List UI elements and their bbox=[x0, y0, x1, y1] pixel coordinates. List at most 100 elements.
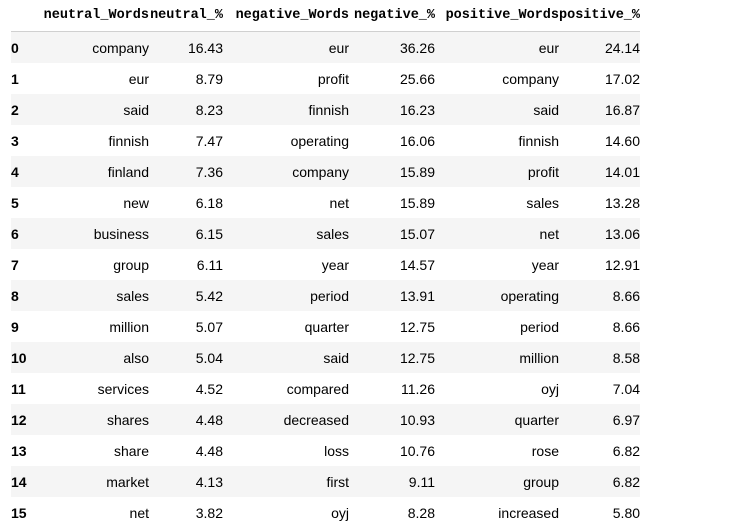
table-row: 6 business 6.15 sales 15.07 net 13.06 bbox=[11, 218, 641, 249]
cell-neutral-word: million bbox=[109, 318, 149, 335]
cell-negative-pct: 16.23 bbox=[399, 101, 435, 118]
row-index: 0 bbox=[11, 39, 19, 56]
cell-negative-pct: 15.07 bbox=[399, 225, 435, 242]
cell-positive-pct: 14.01 bbox=[604, 163, 641, 180]
cell-negative-word: first bbox=[326, 473, 349, 490]
row-index: 13 bbox=[11, 442, 27, 459]
row-index: 10 bbox=[11, 349, 27, 366]
cell-neutral-word: finland bbox=[107, 163, 149, 180]
table-header-row: neutral_Words neutral_% negative_Words n… bbox=[11, 0, 641, 32]
cell-negative-pct: 25.66 bbox=[399, 70, 435, 87]
cell-negative-word: finnish bbox=[308, 101, 349, 118]
cell-neutral-pct: 8.79 bbox=[195, 70, 223, 87]
cell-neutral-pct: 5.04 bbox=[195, 349, 223, 366]
cell-positive-word: million bbox=[519, 349, 559, 366]
cell-negative-pct: 13.91 bbox=[399, 287, 435, 304]
cell-positive-word: sales bbox=[526, 194, 559, 211]
table-row: 3 finnish 7.47 operating 16.06 finnish 14.60 bbox=[11, 125, 640, 156]
cell-positive-word: rose bbox=[531, 442, 559, 459]
cell-neutral-word: net bbox=[129, 504, 149, 521]
cell-negative-word: year bbox=[321, 256, 349, 273]
table-row: 1 eur 8.79 profit 25.66 company 17.02 bbox=[11, 63, 640, 94]
table-row: 13 share 4.48 loss 10.76 rose 6.82 bbox=[11, 435, 640, 466]
cell-positive-pct: 8.66 bbox=[612, 318, 641, 335]
row-index: 6 bbox=[11, 225, 19, 242]
cell-negative-pct: 12.75 bbox=[399, 318, 435, 335]
column-header-negative-pct: negative_% bbox=[349, 0, 435, 32]
row-index: 8 bbox=[11, 287, 19, 304]
cell-negative-pct: 16.06 bbox=[399, 132, 435, 149]
cell-neutral-pct: 7.36 bbox=[195, 163, 223, 180]
cell-negative-word: compared bbox=[286, 380, 349, 397]
cell-positive-pct: 6.82 bbox=[612, 473, 641, 490]
column-header-positive-pct: positive_% bbox=[559, 0, 641, 32]
row-index: 14 bbox=[11, 473, 27, 490]
cell-negative-word: sales bbox=[316, 225, 349, 242]
cell-positive-word: net bbox=[539, 225, 559, 242]
table-row: 4 finland 7.36 company 15.89 profit 14.01 bbox=[11, 156, 641, 187]
table-row: 8 sales 5.42 period 13.91 operating 8.66 bbox=[11, 280, 641, 311]
row-index: 3 bbox=[11, 132, 19, 149]
cell-neutral-word: company bbox=[92, 39, 149, 56]
cell-positive-pct: 8.66 bbox=[612, 287, 641, 304]
cell-positive-word: group bbox=[523, 473, 559, 490]
table-row: 0 company 16.43 eur 36.26 eur 24.14 bbox=[11, 31, 641, 63]
cell-negative-pct: 10.93 bbox=[399, 411, 435, 428]
cell-positive-pct: 7.04 bbox=[612, 380, 641, 397]
cell-negative-pct: 36.26 bbox=[399, 39, 435, 56]
cell-negative-pct: 12.75 bbox=[399, 349, 435, 366]
cell-neutral-pct: 4.52 bbox=[195, 380, 223, 397]
cell-negative-word: loss bbox=[324, 442, 349, 459]
row-index: 4 bbox=[11, 163, 19, 180]
row-index: 15 bbox=[11, 504, 27, 521]
cell-neutral-pct: 4.13 bbox=[195, 473, 223, 490]
cell-neutral-word: eur bbox=[128, 70, 149, 87]
cell-positive-pct: 12.91 bbox=[604, 256, 641, 273]
cell-negative-word: decreased bbox=[283, 411, 349, 428]
table-row: 7 group 6.11 year 14.57 year 12.91 bbox=[11, 249, 640, 280]
cell-neutral-pct: 3.82 bbox=[195, 504, 223, 521]
cell-positive-word: said bbox=[533, 101, 559, 118]
cell-negative-word: company bbox=[292, 163, 349, 180]
cell-positive-pct: 17.02 bbox=[604, 70, 641, 87]
cell-positive-pct: 16.87 bbox=[604, 101, 641, 118]
cell-negative-word: eur bbox=[328, 39, 349, 56]
table-row: 9 million 5.07 quarter 12.75 period 8.66 bbox=[11, 311, 640, 342]
cell-positive-word: profit bbox=[527, 163, 559, 180]
cell-neutral-pct: 4.48 bbox=[195, 442, 223, 459]
cell-neutral-pct: 4.48 bbox=[195, 411, 223, 428]
row-index: 2 bbox=[11, 101, 19, 118]
table-row: 10 also 5.04 said 12.75 million 8.58 bbox=[11, 342, 641, 373]
row-index: 12 bbox=[11, 411, 27, 428]
table-row: 12 shares 4.48 decreased 10.93 quarter 6.97 bbox=[11, 404, 641, 435]
cell-negative-word: oyj bbox=[331, 504, 349, 521]
cell-positive-pct: 6.97 bbox=[612, 411, 641, 428]
cell-positive-pct: 13.28 bbox=[604, 194, 641, 211]
cell-positive-word: period bbox=[520, 318, 559, 335]
cell-neutral-word: finnish bbox=[108, 132, 149, 149]
table-row: 5 new 6.18 net 15.89 sales 13.28 bbox=[11, 187, 640, 218]
cell-positive-pct: 24.14 bbox=[604, 39, 641, 56]
cell-negative-word: quarter bbox=[304, 318, 349, 335]
cell-neutral-word: sales bbox=[116, 287, 149, 304]
cell-neutral-word: new bbox=[123, 194, 149, 211]
cell-positive-word: operating bbox=[500, 287, 559, 304]
cell-positive-pct: 6.82 bbox=[612, 442, 641, 459]
cell-negative-word: net bbox=[329, 194, 349, 211]
column-header-positive-words: positive_Words bbox=[435, 0, 559, 32]
cell-negative-pct: 11.26 bbox=[401, 380, 435, 397]
cell-positive-word: finnish bbox=[518, 132, 559, 149]
column-header-index bbox=[11, 0, 36, 32]
cell-positive-pct: 14.60 bbox=[604, 132, 641, 149]
table-body: 0 company 16.43 eur 36.26 eur 24.14 1 eur 8.79 pro… bbox=[11, 31, 641, 529]
cell-negative-pct: 10.76 bbox=[399, 442, 435, 459]
cell-positive-pct: 8.58 bbox=[612, 349, 641, 366]
table-row: 15 net 3.82 oyj 8.28 increased 5.80 bbox=[11, 497, 640, 528]
cell-positive-word: eur bbox=[538, 39, 559, 56]
row-index: 1 bbox=[11, 70, 19, 87]
cell-positive-word: year bbox=[531, 256, 559, 273]
cell-neutral-word: shares bbox=[106, 411, 149, 428]
cell-negative-word: profit bbox=[317, 70, 349, 87]
cell-positive-word: oyj bbox=[541, 380, 559, 397]
cell-positive-word: quarter bbox=[514, 411, 559, 428]
